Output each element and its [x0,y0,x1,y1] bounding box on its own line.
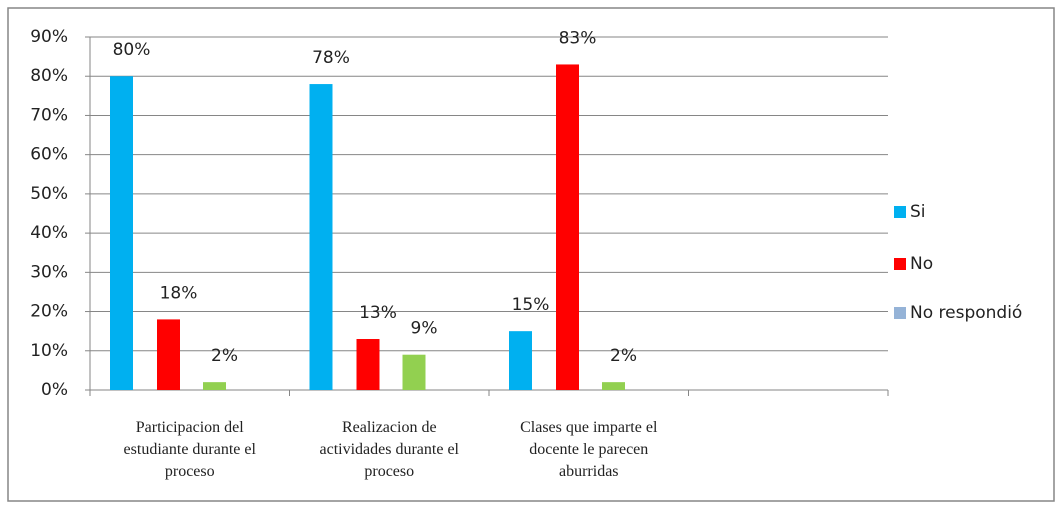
y-tick-label: 20% [30,302,68,322]
data-label: 9% [411,319,438,339]
data-label: 18% [160,283,198,303]
bar [556,64,579,390]
data-label: 83% [559,28,597,48]
bar [402,354,426,390]
legend-label: No [910,254,933,274]
legend-label: Si [910,202,926,222]
data-label: 2% [610,346,637,366]
x-tick-label-line: docente le parecen [529,441,648,458]
x-tick-label-line: proceso [364,463,414,480]
legend-swatch [894,258,906,270]
y-tick-label: 10% [30,341,68,361]
x-tick-label-line: proceso [165,463,215,480]
bar [203,382,226,390]
y-tick-label: 0% [41,380,68,400]
x-tick-label-line: aburridas [559,463,619,480]
data-label: 15% [512,295,550,315]
data-label: 13% [359,303,397,323]
y-tick-label: 70% [30,105,68,125]
bar [157,319,180,390]
x-tick-label-line: Realizacion de [342,419,437,436]
legend-swatch [894,307,906,319]
x-tick-label: Participacion del estudiante durante el pr… [124,419,257,480]
y-tick-label: 40% [30,223,68,243]
bar [309,84,333,391]
bar [356,339,380,390]
x-tick-label-line: Clases que imparte el [520,419,658,436]
y-tick-label: 80% [30,66,68,86]
bar [110,76,133,390]
bar [509,331,532,390]
data-label: 80% [113,40,151,60]
legend-swatch [894,206,906,218]
y-tick-label: 50% [30,184,68,204]
data-label: 2% [211,346,238,366]
legend-label: No respondió [910,303,1022,323]
y-tick-label: 30% [30,262,68,282]
x-tick-label-line: estudiante durante el [124,441,257,458]
x-tick-label-line: Participacion del [136,419,245,436]
data-label: 78% [312,48,350,68]
chart-frame [7,7,1055,502]
bar [602,382,625,390]
x-tick-label: Clases que imparte el docente le parecen a… [520,419,658,480]
y-tick-label: 90% [30,27,68,47]
y-tick-label: 60% [30,145,68,165]
x-tick-label: Realizacion de actividades durante el proc… [320,419,460,480]
x-tick-label-line: actividades durante el [320,441,460,458]
